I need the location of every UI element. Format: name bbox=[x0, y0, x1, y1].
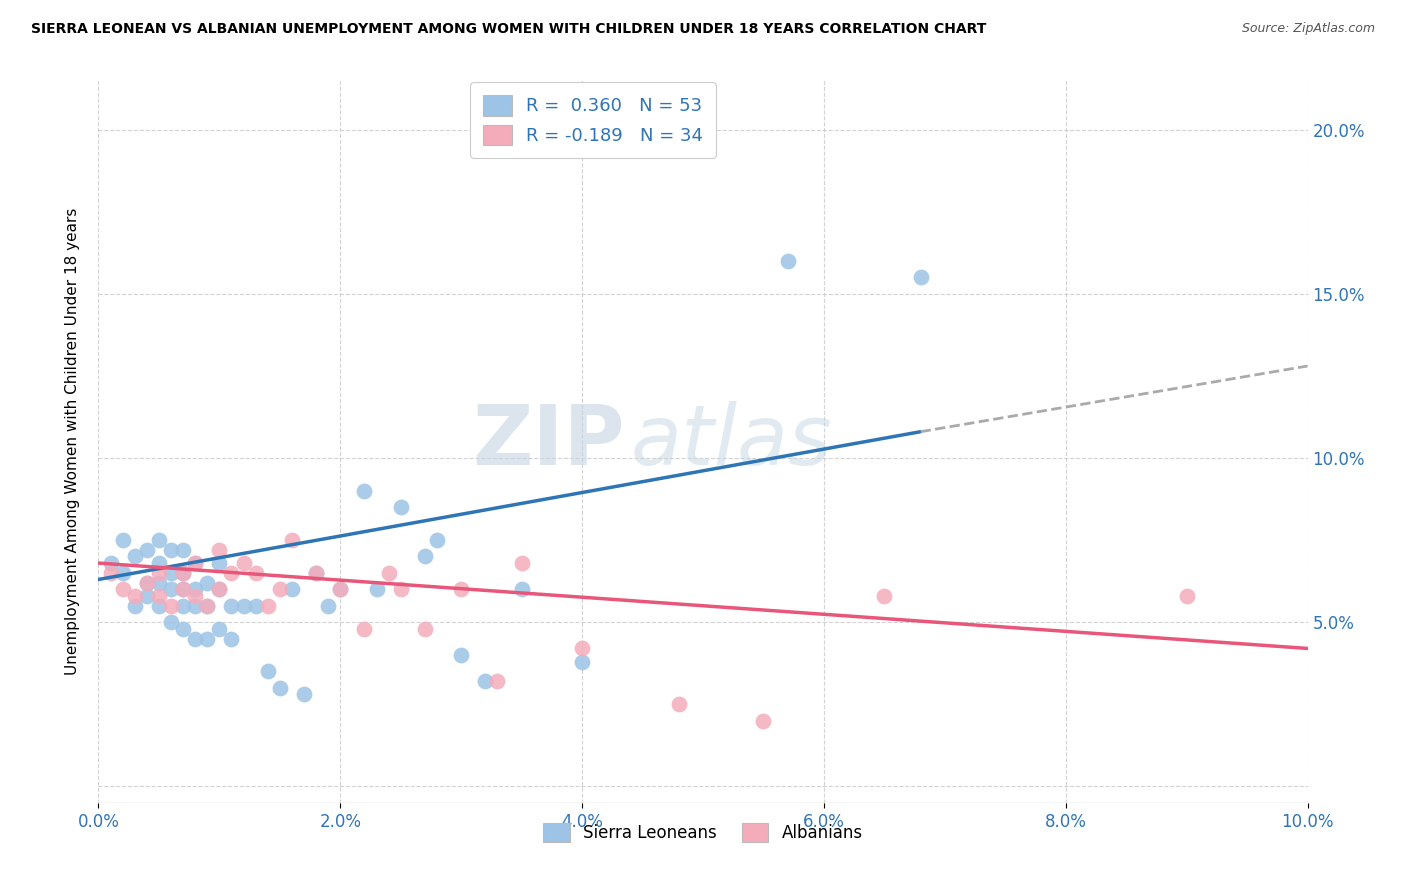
Point bbox=[100, 556, 122, 570]
Point bbox=[571, 641, 593, 656]
Point bbox=[389, 582, 412, 597]
Point bbox=[305, 566, 328, 580]
Point bbox=[195, 599, 218, 613]
Point bbox=[160, 542, 183, 557]
Point bbox=[195, 632, 218, 646]
Y-axis label: Unemployment Among Women with Children Under 18 years: Unemployment Among Women with Children U… bbox=[65, 208, 80, 675]
Point bbox=[184, 632, 207, 646]
Point bbox=[413, 549, 436, 564]
Point bbox=[329, 582, 352, 597]
Point bbox=[269, 681, 291, 695]
Point bbox=[353, 622, 375, 636]
Point bbox=[148, 575, 170, 590]
Point bbox=[184, 582, 207, 597]
Point bbox=[111, 533, 134, 547]
Point bbox=[208, 582, 231, 597]
Point bbox=[329, 582, 352, 597]
Point bbox=[668, 698, 690, 712]
Point bbox=[208, 622, 231, 636]
Point bbox=[232, 556, 254, 570]
Point bbox=[269, 582, 291, 597]
Text: SIERRA LEONEAN VS ALBANIAN UNEMPLOYMENT AMONG WOMEN WITH CHILDREN UNDER 18 YEARS: SIERRA LEONEAN VS ALBANIAN UNEMPLOYMENT … bbox=[31, 22, 986, 37]
Point bbox=[195, 575, 218, 590]
Point bbox=[148, 556, 170, 570]
Point bbox=[135, 575, 157, 590]
Point bbox=[195, 599, 218, 613]
Text: Source: ZipAtlas.com: Source: ZipAtlas.com bbox=[1241, 22, 1375, 36]
Point bbox=[111, 582, 134, 597]
Point bbox=[172, 566, 194, 580]
Point bbox=[221, 599, 243, 613]
Point bbox=[160, 615, 183, 630]
Point bbox=[245, 599, 267, 613]
Point bbox=[366, 582, 388, 597]
Point bbox=[160, 599, 183, 613]
Point bbox=[124, 589, 146, 603]
Point bbox=[232, 599, 254, 613]
Point bbox=[486, 674, 509, 689]
Point bbox=[510, 556, 533, 570]
Point bbox=[910, 270, 932, 285]
Point bbox=[413, 622, 436, 636]
Point bbox=[148, 599, 170, 613]
Point bbox=[256, 665, 278, 679]
Point bbox=[873, 589, 896, 603]
Point bbox=[184, 599, 207, 613]
Point bbox=[571, 655, 593, 669]
Point bbox=[111, 566, 134, 580]
Point bbox=[208, 542, 231, 557]
Point bbox=[172, 582, 194, 597]
Point bbox=[135, 575, 157, 590]
Point bbox=[377, 566, 399, 580]
Point bbox=[124, 549, 146, 564]
Point bbox=[450, 582, 472, 597]
Text: ZIP: ZIP bbox=[472, 401, 624, 482]
Point bbox=[148, 566, 170, 580]
Point bbox=[474, 674, 496, 689]
Point bbox=[184, 589, 207, 603]
Point bbox=[172, 582, 194, 597]
Point bbox=[148, 589, 170, 603]
Point bbox=[752, 714, 775, 728]
Point bbox=[160, 582, 183, 597]
Point bbox=[221, 566, 243, 580]
Point bbox=[124, 599, 146, 613]
Point bbox=[776, 253, 799, 268]
Point bbox=[389, 500, 412, 515]
Point bbox=[208, 556, 231, 570]
Point bbox=[135, 542, 157, 557]
Point bbox=[305, 566, 328, 580]
Point bbox=[450, 648, 472, 662]
Point bbox=[245, 566, 267, 580]
Point bbox=[292, 687, 315, 701]
Point bbox=[353, 483, 375, 498]
Point bbox=[148, 533, 170, 547]
Point bbox=[1175, 589, 1198, 603]
Point bbox=[172, 599, 194, 613]
Point bbox=[208, 582, 231, 597]
Point bbox=[100, 566, 122, 580]
Point bbox=[256, 599, 278, 613]
Point bbox=[160, 566, 183, 580]
Point bbox=[221, 632, 243, 646]
Point bbox=[184, 556, 207, 570]
Point bbox=[184, 556, 207, 570]
Point bbox=[281, 582, 304, 597]
Point bbox=[426, 533, 449, 547]
Text: atlas: atlas bbox=[630, 401, 832, 482]
Point bbox=[135, 589, 157, 603]
Point bbox=[172, 622, 194, 636]
Point bbox=[316, 599, 339, 613]
Point bbox=[172, 566, 194, 580]
Legend: Sierra Leoneans, Albanians: Sierra Leoneans, Albanians bbox=[537, 816, 869, 848]
Point bbox=[172, 542, 194, 557]
Point bbox=[510, 582, 533, 597]
Point bbox=[281, 533, 304, 547]
